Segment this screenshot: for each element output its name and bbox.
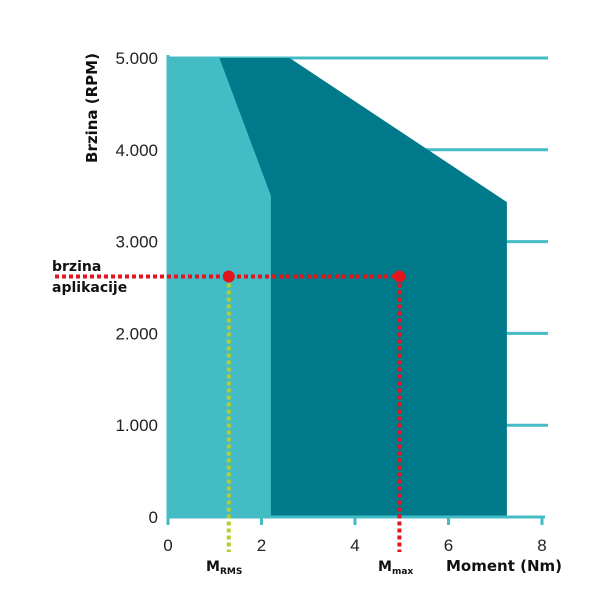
continuous-torque-region-area <box>168 58 271 517</box>
y-tick-label-4: 4.000 <box>115 141 158 160</box>
y-axis-title: Brzina (RPM) <box>83 53 101 163</box>
x-axis-title: Moment (Nm) <box>446 557 562 575</box>
chart-areas <box>168 58 507 517</box>
y-tick-label-0: 0 <box>149 508 158 527</box>
y-tick-label-5: 5.000 <box>115 49 158 68</box>
x-tick-labels: 0 2 4 6 8 <box>163 517 547 555</box>
y-tick-label-2: 2.000 <box>115 324 158 343</box>
m-rms-sub: RMS <box>220 567 242 577</box>
annotation-lines <box>55 270 406 552</box>
m-rms-label: MRMS <box>206 559 242 577</box>
y-tick-label-3: 3.000 <box>115 233 158 252</box>
y-tick-labels: 0 1.000 2.000 3.000 4.000 5.000 <box>115 49 158 527</box>
m-max-sub: max <box>392 567 413 577</box>
x-tick-label-4: 8 <box>537 536 546 555</box>
y-tick-label-1: 1.000 <box>115 416 158 435</box>
m-max-point <box>393 270 406 283</box>
speed-label-line2: aplikacije <box>52 280 127 296</box>
x-tick-label-2: 4 <box>350 536 359 555</box>
m-rms-point <box>222 270 235 283</box>
m-max-main: M <box>378 559 392 575</box>
m-rms-main: M <box>206 559 220 575</box>
x-tick-label-1: 2 <box>257 536 266 555</box>
m-max-label: Mmax <box>378 559 413 577</box>
x-tick-label-3: 6 <box>444 536 453 555</box>
speed-label-line1: brzina <box>52 259 101 275</box>
x-tick-label-0: 0 <box>163 536 172 555</box>
